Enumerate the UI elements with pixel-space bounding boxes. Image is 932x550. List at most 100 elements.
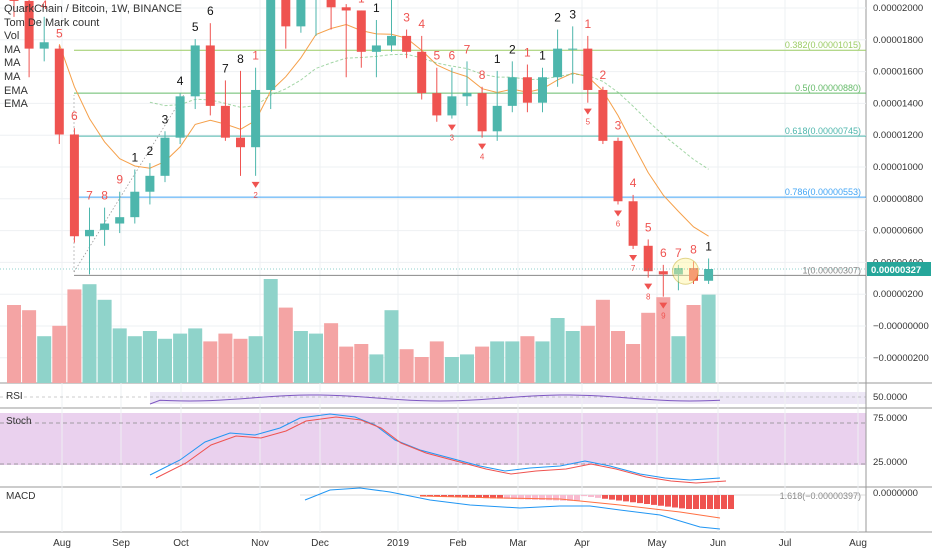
candle-body	[689, 268, 698, 281]
volume-bar	[324, 323, 339, 383]
macd-histogram-bar	[714, 495, 720, 509]
volume-bar	[611, 331, 625, 383]
ema-line	[149, 53, 709, 170]
macd-histogram-bar	[616, 495, 622, 501]
time-tick-label: Nov	[251, 538, 269, 549]
setup-count-label: 9	[661, 312, 666, 321]
td-count-label: 5	[645, 220, 652, 234]
indicator-label[interactable]: Vol	[4, 30, 20, 43]
highlight-circle	[672, 257, 699, 285]
indicator-label[interactable]: EMA	[4, 84, 28, 97]
price-tick-label: 0.00001400	[873, 98, 923, 109]
td-count-label: 7	[464, 42, 471, 56]
td-count-label: 4	[418, 17, 425, 31]
sell-setup-arrow	[447, 124, 456, 131]
td-count-label: 1	[539, 49, 546, 63]
td-count-label: 6	[207, 4, 214, 18]
td-count-label: 2	[147, 144, 154, 158]
price-tick-label: −0.00000200	[873, 353, 929, 364]
candle-body	[417, 51, 427, 94]
candle-body	[115, 217, 125, 224]
sell-setup-arrow	[659, 302, 668, 309]
setup-count-label: 6	[616, 219, 621, 228]
legend-overlay: QuarkChain / Bitcoin, 1W, BINANCE Tom De…	[4, 3, 182, 112]
indicator-label[interactable]: EMA	[4, 98, 28, 111]
candle-body	[236, 137, 245, 148]
price-tick-label: −0.00000000	[873, 321, 929, 332]
sell-setup-arrow	[644, 283, 653, 290]
macd-tick-label: 0.0000000	[873, 488, 918, 499]
volume-bar	[173, 333, 188, 383]
price-tick-label: 0.00001000	[873, 162, 923, 173]
candle-body	[100, 223, 110, 230]
macd-histogram-bar	[448, 495, 454, 497]
stoch-tick-label: 25.0000	[873, 457, 907, 468]
td-count-label: 8	[101, 189, 108, 203]
indicator-label[interactable]: MA	[4, 57, 21, 70]
indicator-label[interactable]: MA	[4, 43, 21, 56]
td-count-label: 3	[162, 112, 169, 126]
volume-bar	[112, 328, 127, 383]
macd-histogram-bar	[637, 495, 643, 504]
time-tick-label: Mar	[509, 538, 527, 549]
candle-body	[507, 77, 517, 106]
sell-setup-arrow	[629, 254, 638, 261]
macd-histogram-bar	[609, 495, 615, 500]
volume-bar	[52, 325, 67, 383]
candle-body	[85, 229, 94, 237]
indicator-label[interactable]: MA	[4, 70, 21, 83]
volume-bar	[384, 310, 399, 383]
time-tick-label: Aug	[849, 538, 867, 549]
macd-histogram-bar	[525, 495, 531, 500]
td-count-label: 8	[690, 243, 697, 257]
macd-histogram-bar	[651, 495, 657, 505]
volume-bar	[218, 333, 233, 383]
price-tick-label: 0.00001800	[873, 35, 923, 46]
td-count-label: 7	[86, 189, 93, 203]
time-tick-label: Dec	[311, 538, 329, 549]
td-count-label: 1	[373, 1, 380, 15]
candle-body	[704, 269, 714, 281]
macd-histogram-bar	[511, 495, 517, 500]
macd-histogram-bar	[602, 495, 608, 499]
candle-body	[538, 77, 547, 103]
td-count-label: 7	[222, 61, 229, 75]
candle-body	[251, 89, 261, 148]
candle-body	[145, 175, 155, 192]
candle-body	[160, 137, 170, 176]
macd-histogram-bar	[462, 495, 468, 498]
td-count-label: 5	[433, 49, 440, 63]
stoch-label[interactable]: Stoch	[6, 416, 32, 427]
fib-level-label: 0.618(0.00000745)	[785, 126, 861, 136]
volume-bar	[671, 336, 686, 383]
candle-body	[598, 89, 608, 141]
volume-bar	[475, 346, 490, 383]
volume-bar	[565, 331, 580, 383]
macd-histogram-bar	[679, 495, 685, 509]
fib-level-label: 0.382(0.00001015)	[785, 40, 861, 50]
price-tick-label: 0.00002000	[873, 3, 923, 14]
volume-bar	[686, 305, 701, 383]
candle-body	[447, 96, 457, 116]
candle-body	[24, 0, 34, 49]
trend-line	[73, 92, 186, 273]
candle-body	[296, 0, 306, 27]
setup-count-label: 7	[631, 264, 636, 273]
volume-bar	[142, 331, 157, 383]
rsi-label[interactable]: RSI	[6, 391, 23, 402]
volume-bar	[37, 336, 52, 383]
macd-signal-line	[419, 495, 721, 519]
macd-label[interactable]: MACD	[6, 491, 36, 502]
macd-histogram-bar	[644, 495, 650, 504]
price-tick-label: 0.00001600	[873, 67, 923, 78]
volume-bar	[595, 299, 610, 383]
candle-body	[583, 48, 593, 90]
time-tick-label: Jun	[710, 538, 726, 549]
setup-count-label: 5	[586, 118, 591, 127]
stoch-tick-label: 75.0000	[873, 413, 907, 424]
macd-histogram-bar	[700, 495, 706, 509]
macd-histogram-bar	[546, 495, 552, 501]
indicator-label[interactable]: Tom De Mark count	[4, 16, 100, 29]
time-tick-label: May	[648, 538, 667, 549]
